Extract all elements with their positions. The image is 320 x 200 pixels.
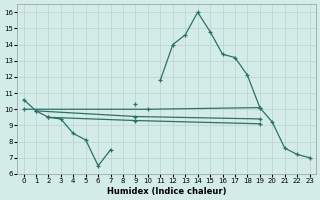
X-axis label: Humidex (Indice chaleur): Humidex (Indice chaleur) (107, 187, 226, 196)
